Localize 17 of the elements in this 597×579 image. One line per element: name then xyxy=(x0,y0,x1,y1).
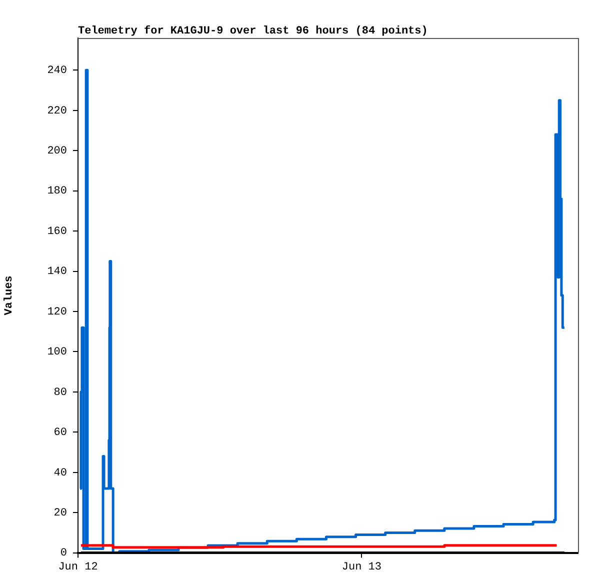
chart-title: Telemetry for KA1GJU-9 over last 96 hours (84 points) xyxy=(78,24,428,38)
y-tick-label: 80 xyxy=(54,386,67,399)
y-tick-label: 160 xyxy=(47,226,67,238)
y-tick-label: 60 xyxy=(54,427,67,440)
y-tick-label: 200 xyxy=(47,146,67,158)
x-tick-label: Jun 13 xyxy=(342,561,382,574)
y-tick-label: 20 xyxy=(54,507,67,520)
x-tick-label: Jun 12 xyxy=(58,561,98,574)
y-tick-label: 0 xyxy=(60,548,67,560)
y-tick-label: 100 xyxy=(47,346,67,359)
y-tick-label: 140 xyxy=(47,266,67,278)
y-tick-label: 180 xyxy=(47,186,67,198)
y-tick-label: 220 xyxy=(47,105,67,118)
y-tick-label: 120 xyxy=(47,306,67,318)
y-tick-label: 40 xyxy=(54,467,67,480)
y-tick-label: 240 xyxy=(47,65,67,78)
y-axis-title: Values xyxy=(3,276,16,316)
